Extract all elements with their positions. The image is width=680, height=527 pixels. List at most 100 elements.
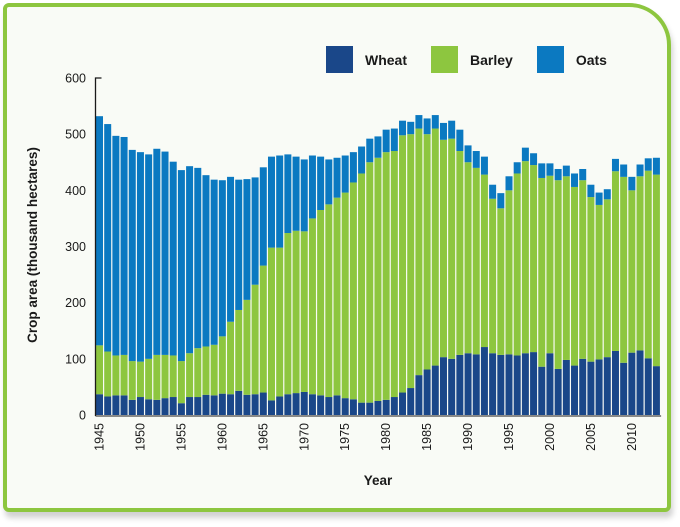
bar-wheat-1962 [235, 390, 243, 415]
bar-wheat-1983 [407, 388, 415, 415]
bar-barley-1984 [415, 128, 423, 376]
bar-wheat-1945 [96, 394, 103, 415]
bar-barley-2008 [611, 171, 619, 351]
bar-barley-1994 [497, 208, 505, 355]
bar-barley-1946 [104, 351, 112, 397]
bar-oats-1948 [120, 136, 128, 355]
bar-barley-2006 [595, 204, 603, 360]
bar-barley-1958 [202, 346, 210, 395]
bar-barley-1982 [399, 135, 407, 393]
bar-barley-1988 [448, 138, 456, 359]
bar-wheat-2001 [554, 368, 562, 415]
bar-oats-1985 [423, 118, 431, 135]
bar-wheat-1991 [472, 354, 480, 415]
bar-oats-1997 [521, 147, 529, 162]
bar-barley-1965 [259, 265, 267, 393]
bar-wheat-1950 [136, 397, 144, 415]
x-tick-label: 1985 [420, 423, 434, 451]
bar-barley-2002 [562, 176, 570, 360]
bar-wheat-1979 [374, 400, 382, 415]
bar-wheat-1970 [300, 391, 308, 415]
bar-oats-1995 [505, 176, 513, 191]
bar-wheat-1972 [317, 395, 325, 415]
bar-wheat-1975 [341, 398, 349, 415]
bar-wheat-1996 [513, 355, 521, 415]
bar-oats-1973 [325, 159, 333, 205]
bar-oats-1969 [292, 156, 300, 231]
y-axis-line [94, 77, 102, 416]
bar-oats-2007 [603, 189, 611, 200]
bar-oats-2005 [587, 184, 595, 198]
bar-barley-1974 [333, 197, 341, 396]
bar-wheat-1960 [218, 393, 226, 415]
bar-barley-2009 [620, 176, 628, 363]
bar-oats-1975 [341, 155, 349, 193]
bar-barley-1964 [251, 284, 259, 395]
bar-barley-1979 [374, 157, 382, 401]
y-tick-label: 100 [65, 352, 86, 366]
bar-oats-1998 [530, 153, 538, 166]
bar-oats-1988 [448, 120, 456, 139]
x-tick-label: 1995 [502, 423, 516, 451]
bar-barley-1957 [194, 348, 202, 398]
bar-oats-1954 [169, 161, 177, 356]
bar-wheat-1981 [390, 397, 398, 415]
bar-barley-1998 [530, 165, 538, 353]
bar-wheat-1948 [120, 395, 128, 415]
bar-wheat-2010 [628, 352, 636, 415]
bar-oats-1999 [538, 163, 546, 178]
bar-wheat-2009 [620, 362, 628, 415]
bar-barley-1980 [382, 152, 390, 400]
bar-oats-2013 [652, 157, 660, 175]
bar-wheat-1953 [161, 398, 169, 415]
bar-oats-1964 [251, 177, 259, 285]
bar-wheat-1985 [423, 369, 431, 415]
bar-wheat-1986 [431, 365, 439, 415]
bar-oats-1958 [202, 175, 210, 347]
bar-oats-2003 [571, 173, 579, 187]
y-tick-label: 400 [65, 184, 86, 198]
bar-wheat-1998 [530, 352, 538, 415]
bars-group [96, 115, 660, 415]
bar-barley-1956 [186, 353, 194, 398]
bar-wheat-1956 [186, 397, 194, 415]
bar-wheat-2011 [636, 350, 644, 415]
bar-oats-1989 [456, 129, 464, 152]
bar-wheat-2004 [579, 358, 587, 415]
bar-wheat-1963 [243, 394, 251, 415]
x-tick-label: 1965 [256, 423, 270, 451]
axes-group: 0 100 200 300 400 500 600 1945 1950 1955 1960 1965 1… [65, 72, 662, 451]
bar-barley-2004 [579, 180, 587, 359]
bar-oats-1993 [489, 184, 497, 199]
bar-wheat-1977 [358, 402, 366, 415]
bar-wheat-1997 [521, 353, 529, 415]
bar-oats-1949 [128, 149, 136, 362]
bar-oats-1968 [284, 154, 292, 234]
bar-oats-2006 [595, 192, 603, 205]
bar-oats-2002 [562, 165, 570, 177]
bar-barley-1996 [513, 173, 521, 356]
bar-wheat-1978 [366, 402, 374, 415]
bar-wheat-1961 [227, 394, 235, 415]
bar-barley-1966 [267, 247, 275, 401]
bar-oats-1970 [300, 159, 308, 232]
legend-swatch-wheat [326, 46, 353, 73]
bar-barley-1969 [292, 230, 300, 394]
bar-barley-1985 [423, 134, 431, 370]
bar-oats-1963 [243, 179, 251, 300]
bar-wheat-1959 [210, 395, 218, 415]
bar-wheat-1971 [308, 394, 316, 415]
bar-barley-1975 [341, 192, 349, 399]
bar-oats-1990 [464, 145, 472, 163]
bar-wheat-2002 [562, 359, 570, 415]
legend-item-barley: Barley [431, 46, 513, 73]
bar-barley-1953 [161, 354, 169, 399]
bar-oats-2010 [628, 176, 636, 191]
bar-oats-2009 [620, 164, 628, 177]
bar-barley-2007 [603, 199, 611, 358]
bar-wheat-1993 [489, 353, 497, 415]
x-tick-label: 1975 [338, 423, 352, 451]
bar-barley-1968 [284, 233, 292, 395]
bar-oats-1976 [349, 152, 357, 183]
x-tick-label: 2005 [584, 423, 598, 451]
